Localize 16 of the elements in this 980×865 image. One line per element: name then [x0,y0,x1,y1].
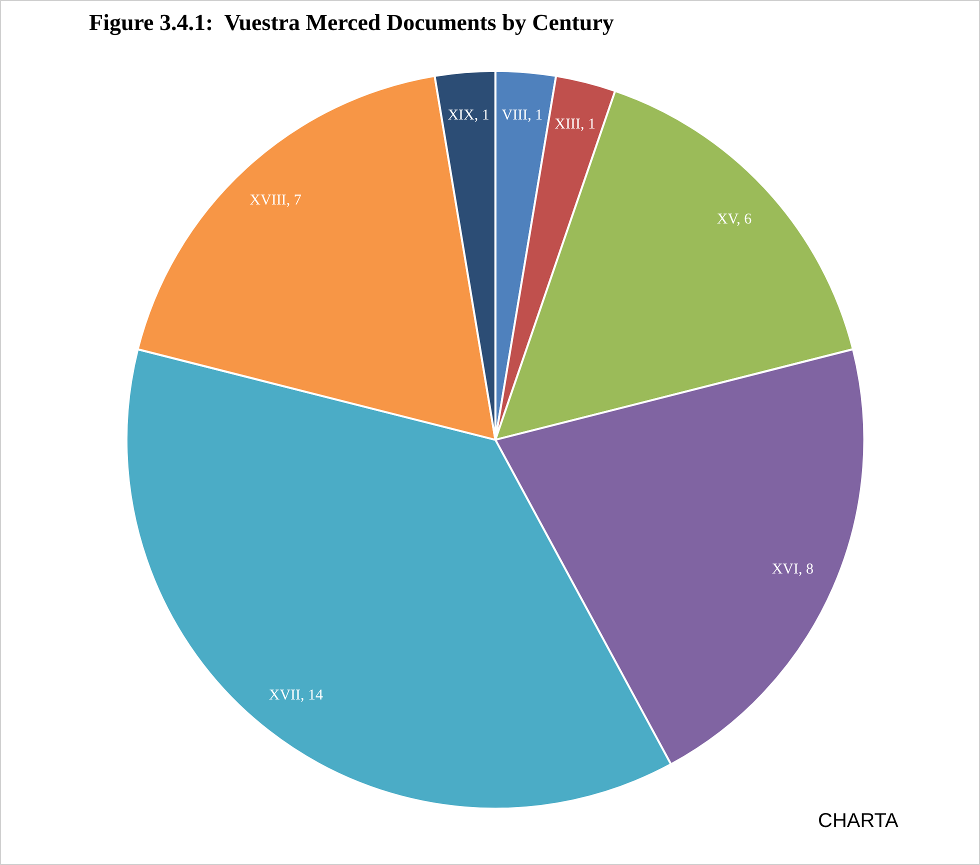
data-label: , 6 [736,211,752,228]
slice-label: XIII [554,116,580,133]
slice-label: XV [716,211,737,228]
data-label: , 1 [528,108,543,124]
data-label: , 1 [474,108,490,124]
data-label: , 7 [286,192,302,208]
slice-label: XVIII [250,192,286,208]
text: CHARTA [818,810,900,832]
slice-label: VIII [502,108,528,124]
slice-label: XVII [268,688,301,704]
slice-label: XVI [772,562,799,578]
chart-title: Figure 3.4.1: Vuestra Merced Documents by Century [89,10,614,36]
data-label: , 14 [300,688,324,704]
slice-label: XIX [448,108,474,124]
data-label: , 8 [798,562,814,578]
data-label: , 1 [580,116,596,133]
